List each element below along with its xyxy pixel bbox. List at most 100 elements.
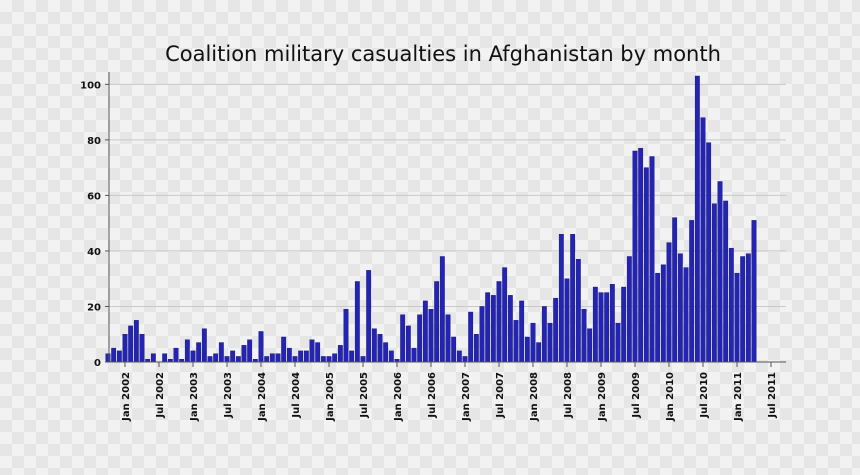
x-tick-label: Jan 2005 [325,372,336,422]
bar [575,259,581,363]
bar [133,320,139,363]
bar [383,342,389,363]
bar [609,284,615,363]
y-tick-label: 40 [87,247,101,258]
bar [128,325,134,363]
y-tick-label: 60 [87,191,101,202]
bar [672,217,678,363]
bar [581,309,587,363]
bar [366,270,372,363]
bar [558,234,564,363]
bar [734,272,740,363]
bar [303,350,309,363]
x-tick-label: Jul 2005 [359,372,370,419]
bar [564,278,570,363]
bar [371,328,377,363]
x-tick-label: Jul 2006 [427,372,438,419]
bar [230,350,236,363]
bar [541,306,547,363]
x-tick-label: Jan 2003 [189,372,200,422]
x-tick-label: Jul 2011 [767,372,778,419]
bar [683,267,689,363]
bar [235,356,241,363]
bar [162,353,168,363]
bar [524,336,530,363]
bar [485,292,491,363]
bar [598,292,604,363]
bar [428,309,434,363]
bar [655,272,661,363]
bar [507,295,513,363]
bar [269,353,275,363]
bars [105,75,757,363]
bar [615,322,621,363]
bar [468,311,474,363]
bar [445,314,451,363]
bar [213,353,219,363]
bar [281,336,287,363]
bar [247,339,253,363]
bar [218,342,224,363]
bar [677,253,683,363]
bar [740,256,746,363]
bar [241,345,247,363]
y-axis-ticks: 0 20 40 60 80 100 [80,80,109,369]
bar [422,300,428,363]
bar [728,247,734,363]
bar [536,342,542,363]
bar [292,356,298,363]
bar [513,320,519,363]
bar [666,242,672,363]
bar [490,295,496,363]
bar [694,75,700,363]
bar [388,350,394,363]
x-tick-label: Jan 2009 [597,372,608,422]
y-tick-label: 80 [87,136,101,147]
bar [723,200,729,363]
bar [451,336,457,363]
bar [638,147,644,363]
bar [570,234,576,363]
bar [502,267,508,363]
bar [496,281,502,363]
bar [717,181,723,363]
bar [417,314,423,363]
bar [547,322,553,363]
bar [621,286,627,363]
bar [439,256,445,363]
chart-title: Coalition military casualties in Afghani… [165,42,721,66]
x-tick-label: Jan 2010 [665,372,676,422]
bar [632,150,638,363]
bar [456,350,462,363]
bar [354,281,360,363]
x-tick-label: Jul 2003 [223,372,234,419]
bar [519,300,525,363]
bar [649,156,655,363]
bar [315,342,321,363]
bar [587,328,593,363]
bar [320,356,326,363]
bar [360,356,366,363]
bar [700,117,706,363]
bar [275,353,281,363]
y-tick-label: 20 [87,302,101,313]
bar [592,286,598,363]
bar [479,306,485,363]
bar [689,220,695,363]
bar [473,334,479,363]
x-tick-label: Jul 2004 [291,372,302,419]
bar [530,322,536,363]
bar [405,325,411,363]
bar [286,347,292,363]
bar [660,264,666,363]
bar [309,339,315,363]
x-tick-label: Jan 2011 [733,372,744,422]
bar [298,350,304,363]
x-tick-label: Jul 2009 [631,372,642,419]
bar [326,356,332,363]
bar [711,203,717,363]
bar [190,350,196,363]
bar [643,167,649,363]
bar [434,281,440,363]
y-tick-label: 0 [94,358,101,369]
